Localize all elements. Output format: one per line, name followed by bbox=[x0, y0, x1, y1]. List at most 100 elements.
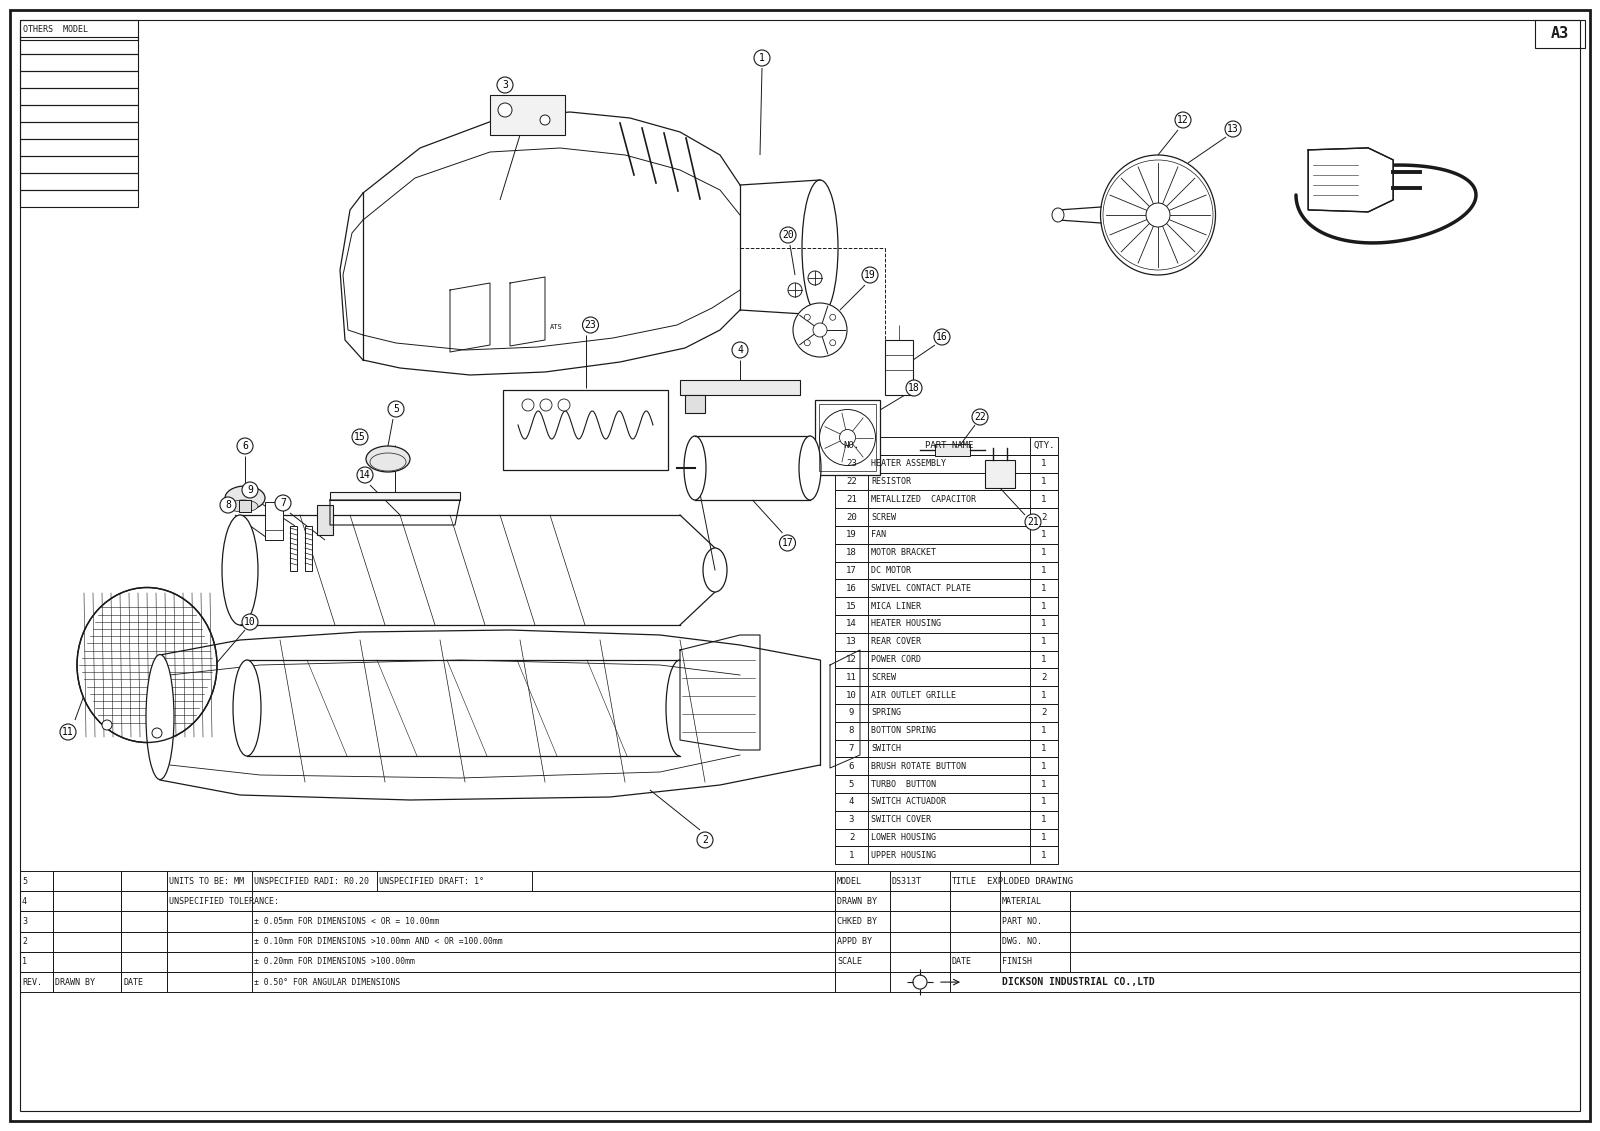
Text: UNITS TO BE: MM: UNITS TO BE: MM bbox=[170, 877, 243, 886]
Text: 15: 15 bbox=[354, 432, 366, 442]
Text: 10: 10 bbox=[846, 691, 858, 700]
Text: SCREW: SCREW bbox=[870, 673, 896, 682]
Bar bbox=[835, 758, 1058, 775]
Text: 1: 1 bbox=[1042, 815, 1046, 824]
Bar bbox=[306, 526, 312, 571]
Bar bbox=[19, 88, 138, 105]
Text: ± 0.20mm FOR DIMENSIONS >100.00mm: ± 0.20mm FOR DIMENSIONS >100.00mm bbox=[254, 958, 414, 966]
Text: LOWER HOUSING: LOWER HOUSING bbox=[870, 834, 936, 841]
Text: 8: 8 bbox=[850, 726, 854, 735]
Text: 1: 1 bbox=[1042, 530, 1046, 539]
Text: ATS: ATS bbox=[550, 323, 563, 330]
Text: UPPER HOUSING: UPPER HOUSING bbox=[870, 851, 936, 860]
Text: 6: 6 bbox=[242, 441, 248, 451]
Text: 2: 2 bbox=[1042, 708, 1046, 717]
Bar bbox=[835, 473, 1058, 491]
Circle shape bbox=[754, 50, 770, 66]
Text: 1: 1 bbox=[1042, 744, 1046, 753]
Text: 20: 20 bbox=[782, 230, 794, 240]
Bar bbox=[19, 139, 138, 156]
Text: 23: 23 bbox=[846, 459, 858, 468]
Text: PART NAME: PART NAME bbox=[925, 441, 973, 450]
Circle shape bbox=[787, 283, 802, 297]
Text: 5: 5 bbox=[394, 404, 398, 414]
Bar bbox=[835, 455, 1058, 473]
Text: 4: 4 bbox=[22, 897, 27, 906]
Text: 14: 14 bbox=[358, 470, 371, 480]
Bar bbox=[835, 650, 1058, 668]
Bar bbox=[53, 952, 122, 972]
Bar bbox=[835, 562, 1058, 579]
Circle shape bbox=[973, 409, 989, 425]
Bar bbox=[122, 871, 166, 891]
Ellipse shape bbox=[222, 515, 258, 625]
Ellipse shape bbox=[234, 661, 261, 756]
Text: BRUSH ROTATE BUTTON: BRUSH ROTATE BUTTON bbox=[870, 762, 966, 771]
Text: 14: 14 bbox=[846, 620, 858, 629]
Bar bbox=[502, 390, 669, 470]
Text: 19: 19 bbox=[846, 530, 858, 539]
Bar bbox=[166, 932, 835, 952]
Circle shape bbox=[522, 399, 534, 411]
Text: 3: 3 bbox=[850, 815, 854, 824]
Bar bbox=[835, 740, 1058, 758]
Bar bbox=[19, 912, 53, 932]
Bar bbox=[122, 972, 166, 992]
Bar bbox=[835, 491, 1058, 508]
Text: 1: 1 bbox=[1042, 602, 1046, 611]
Text: SCREW: SCREW bbox=[870, 512, 896, 521]
Circle shape bbox=[102, 720, 112, 729]
Text: 10: 10 bbox=[245, 618, 256, 627]
Ellipse shape bbox=[366, 446, 410, 472]
Bar bbox=[19, 190, 138, 207]
Text: QTY.: QTY. bbox=[1034, 441, 1054, 450]
Bar bbox=[814, 400, 880, 475]
Bar bbox=[317, 506, 333, 535]
Ellipse shape bbox=[798, 435, 821, 500]
Text: APPD BY: APPD BY bbox=[837, 938, 872, 947]
Bar bbox=[835, 526, 1058, 544]
Text: FAN: FAN bbox=[870, 530, 886, 539]
Text: SPRING: SPRING bbox=[870, 708, 901, 717]
Circle shape bbox=[1174, 112, 1190, 128]
Bar bbox=[835, 912, 1581, 932]
Text: DWG. NO.: DWG. NO. bbox=[1002, 938, 1042, 947]
Circle shape bbox=[242, 614, 258, 630]
Circle shape bbox=[498, 103, 512, 116]
Text: 3: 3 bbox=[22, 917, 27, 926]
Text: 6: 6 bbox=[850, 762, 854, 771]
Circle shape bbox=[698, 832, 714, 848]
Text: 2: 2 bbox=[1042, 673, 1046, 682]
Bar bbox=[53, 871, 122, 891]
Text: OTHERS  MODEL: OTHERS MODEL bbox=[22, 26, 88, 35]
Text: DATE: DATE bbox=[952, 958, 973, 966]
Text: MOTOR BRACKET: MOTOR BRACKET bbox=[870, 549, 936, 558]
Text: HEATER ASSEMBLY: HEATER ASSEMBLY bbox=[870, 459, 946, 468]
Text: 21: 21 bbox=[846, 494, 858, 503]
Ellipse shape bbox=[1053, 208, 1064, 222]
Text: 1: 1 bbox=[850, 851, 854, 860]
Text: 1: 1 bbox=[1042, 834, 1046, 841]
Bar bbox=[835, 811, 1058, 829]
Ellipse shape bbox=[229, 500, 258, 512]
Text: 13: 13 bbox=[1227, 124, 1238, 133]
Ellipse shape bbox=[685, 435, 706, 500]
Bar bbox=[835, 846, 1058, 864]
Bar bbox=[835, 829, 1058, 846]
Text: REAR COVER: REAR COVER bbox=[870, 637, 922, 646]
Bar bbox=[53, 932, 122, 952]
Text: 1: 1 bbox=[1042, 637, 1046, 646]
Bar bbox=[835, 793, 1058, 811]
Bar bbox=[19, 932, 53, 952]
Circle shape bbox=[840, 430, 856, 446]
Bar bbox=[835, 544, 1058, 562]
Bar bbox=[19, 37, 138, 54]
Text: 1: 1 bbox=[1042, 851, 1046, 860]
Ellipse shape bbox=[702, 549, 726, 592]
Circle shape bbox=[498, 77, 514, 93]
Circle shape bbox=[794, 303, 846, 357]
Bar bbox=[19, 952, 53, 972]
Bar bbox=[885, 340, 914, 395]
Text: 2: 2 bbox=[850, 834, 854, 841]
Bar bbox=[19, 122, 138, 139]
